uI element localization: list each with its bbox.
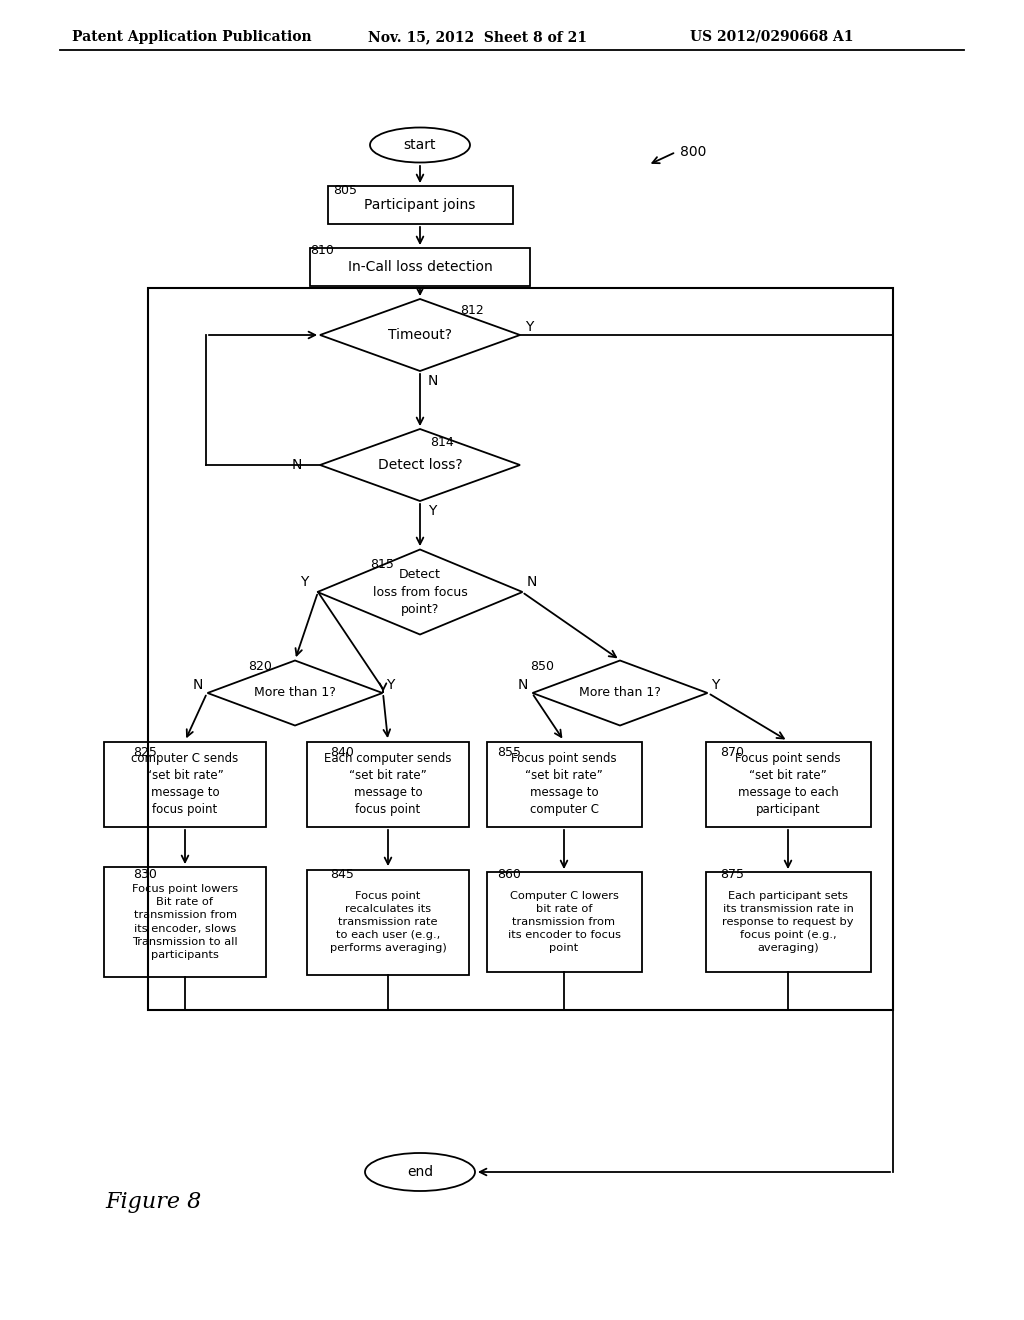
Text: N: N <box>428 374 438 388</box>
Text: N: N <box>527 576 538 589</box>
Text: 810: 810 <box>310 243 334 256</box>
Text: 820: 820 <box>248 660 272 673</box>
Text: More than 1?: More than 1? <box>579 686 660 700</box>
Text: Y: Y <box>386 678 394 692</box>
Text: 840: 840 <box>330 746 354 759</box>
Text: Figure 8: Figure 8 <box>105 1191 202 1213</box>
Text: Nov. 15, 2012  Sheet 8 of 21: Nov. 15, 2012 Sheet 8 of 21 <box>368 30 587 44</box>
Text: Y: Y <box>711 678 720 692</box>
Text: More than 1?: More than 1? <box>254 686 336 700</box>
Text: computer C sends
“set bit rate”
message to
focus point: computer C sends “set bit rate” message … <box>131 752 239 816</box>
Bar <box>104 867 266 977</box>
Text: Patent Application Publication: Patent Application Publication <box>72 30 311 44</box>
Text: 814: 814 <box>430 436 454 449</box>
Text: Focus point lowers
Bit rate of
transmission from
its encoder, slows
Transmission: Focus point lowers Bit rate of transmiss… <box>132 884 238 960</box>
Text: US 2012/0290668 A1: US 2012/0290668 A1 <box>690 30 853 44</box>
Bar <box>486 873 641 972</box>
Text: 860: 860 <box>497 869 521 882</box>
Text: Timeout?: Timeout? <box>388 327 452 342</box>
Text: 800: 800 <box>680 145 707 158</box>
Text: Each participant sets
its transmission rate in
response to request by
focus poin: Each participant sets its transmission r… <box>722 891 854 953</box>
Bar <box>310 248 530 286</box>
Text: N: N <box>292 458 302 473</box>
Text: Participant joins: Participant joins <box>365 198 476 213</box>
Bar <box>328 186 512 224</box>
Text: 825: 825 <box>133 746 157 759</box>
Text: 845: 845 <box>330 869 354 882</box>
Text: 830: 830 <box>133 869 157 882</box>
Text: Focus point sends
“set bit rate”
message to
computer C: Focus point sends “set bit rate” message… <box>511 752 616 816</box>
Bar <box>486 742 641 826</box>
Bar <box>307 870 469 974</box>
Text: Focus point sends
“set bit rate”
message to each
participant: Focus point sends “set bit rate” message… <box>735 752 841 816</box>
Bar <box>706 742 870 826</box>
Text: Computer C lowers
bit rate of
transmission from
its encoder to focus
point: Computer C lowers bit rate of transmissi… <box>508 891 621 953</box>
Text: 815: 815 <box>370 557 394 570</box>
Text: Focus point
recalculates its
transmission rate
to each user (e.g.,
performs aver: Focus point recalculates its transmissio… <box>330 891 446 953</box>
Text: end: end <box>407 1166 433 1179</box>
Text: 855: 855 <box>497 746 521 759</box>
Text: 805: 805 <box>333 183 357 197</box>
Text: N: N <box>193 678 204 692</box>
Text: N: N <box>518 678 528 692</box>
Text: 870: 870 <box>720 746 744 759</box>
Text: Detect
loss from focus
point?: Detect loss from focus point? <box>373 569 467 615</box>
Bar <box>307 742 469 826</box>
Text: 875: 875 <box>720 869 744 882</box>
Text: Y: Y <box>300 576 308 589</box>
Text: start: start <box>403 139 436 152</box>
Text: Each computer sends
“set bit rate”
message to
focus point: Each computer sends “set bit rate” messa… <box>325 752 452 816</box>
Text: Detect loss?: Detect loss? <box>378 458 462 473</box>
Bar <box>706 873 870 972</box>
Text: In-Call loss detection: In-Call loss detection <box>347 260 493 275</box>
Text: Y: Y <box>428 504 436 517</box>
Text: 850: 850 <box>530 660 554 673</box>
Text: 812: 812 <box>460 304 483 317</box>
Bar <box>148 288 893 1010</box>
Text: Y: Y <box>525 319 534 334</box>
Bar <box>104 742 266 826</box>
